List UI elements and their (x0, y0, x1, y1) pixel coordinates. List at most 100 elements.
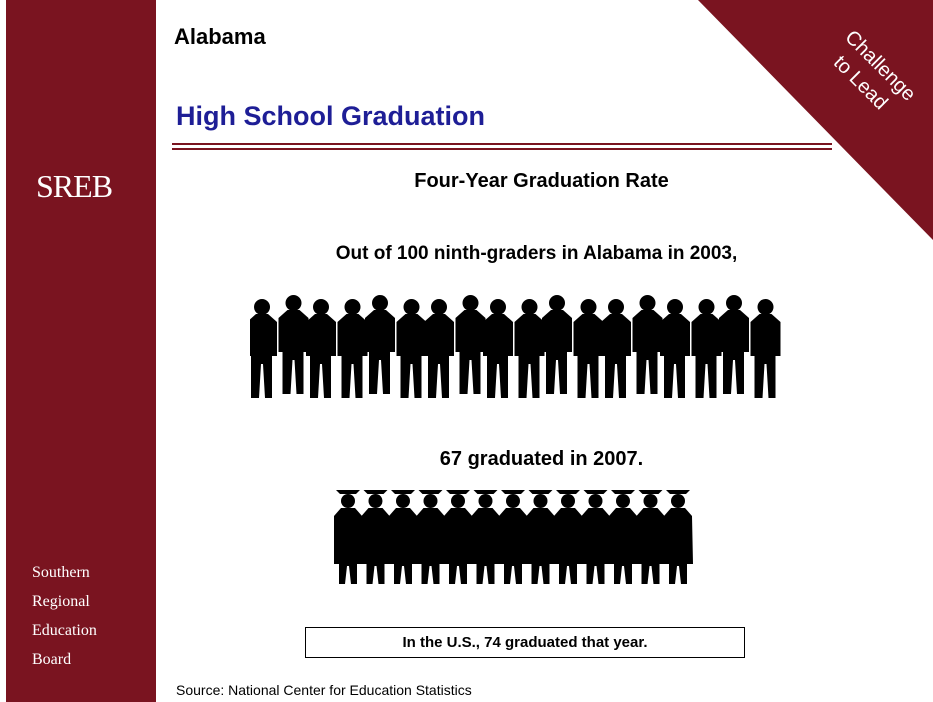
sreb-logo: SREB (36, 168, 113, 204)
student-head (698, 299, 715, 315)
graduate-gown (415, 508, 446, 584)
graduate-head (478, 494, 493, 508)
mortarboard-cap (501, 490, 525, 494)
student-silhouette-icon (424, 299, 454, 398)
graduate-gown (498, 508, 528, 584)
student-silhouette-icon (337, 299, 368, 398)
org-line-2: Regional (32, 593, 90, 610)
student-body (601, 314, 631, 398)
graduate-gown (580, 508, 611, 584)
student-head (285, 295, 302, 311)
graduate-silhouette-icon (388, 490, 418, 584)
page-title: High School Graduation (176, 101, 485, 131)
graduate-gown (334, 508, 363, 584)
student-silhouette-icon (365, 295, 395, 394)
student-head (757, 299, 774, 315)
student-head (431, 299, 447, 315)
student-head (462, 295, 479, 311)
title-rule-top (172, 143, 832, 145)
student-head (372, 295, 388, 311)
student-body (483, 314, 513, 398)
mortarboard-cap (473, 490, 498, 494)
student-head (254, 299, 270, 315)
graduate-silhouette-icon (663, 490, 693, 584)
student-head (667, 299, 683, 315)
graduate-head (533, 494, 548, 508)
student-silhouette-icon (455, 295, 486, 394)
graduate-silhouette-icon (334, 490, 363, 584)
student-head (344, 299, 361, 315)
graduate-silhouette-icon (498, 490, 528, 584)
mortarboard-cap (391, 490, 415, 494)
student-body (573, 314, 604, 398)
student-body (396, 314, 427, 398)
mortarboard-cap (556, 490, 580, 494)
graduate-silhouette-icon (525, 490, 556, 584)
graduate-gown (470, 508, 501, 584)
student-head (608, 299, 624, 315)
student-body (455, 310, 486, 394)
student-silhouette-icon (632, 295, 663, 394)
graduate-gown (443, 508, 473, 584)
graduate-head (423, 494, 438, 508)
student-body (660, 314, 690, 398)
student-body (691, 314, 722, 398)
mortarboard-cap (528, 490, 553, 494)
student-head (549, 295, 565, 311)
mortarboard-cap (611, 490, 635, 494)
mortarboard-cap (666, 490, 690, 494)
mortarboard-cap (336, 490, 360, 494)
mortarboard-cap (583, 490, 608, 494)
student-silhouette-icon (750, 299, 781, 398)
student-silhouette-icon (719, 295, 749, 394)
student-body (632, 310, 663, 394)
student-silhouette-icon (483, 299, 513, 398)
graduate-silhouette-icon (553, 490, 583, 584)
source-note: Source: National Center for Education St… (176, 682, 472, 698)
student-silhouette-icon (601, 299, 631, 398)
chart-title: Four-Year Graduation Rate (414, 170, 669, 192)
banner-triangle (698, 0, 933, 240)
org-line-1: Southern (32, 564, 90, 581)
title-rule-bottom (172, 148, 832, 150)
graduate-head (588, 494, 603, 508)
student-body (514, 314, 545, 398)
org-line-3: Education (32, 622, 97, 639)
graduate-silhouette-icon (360, 490, 391, 584)
student-head (639, 295, 656, 311)
graduate-head (506, 494, 520, 508)
graduate-head (671, 494, 685, 508)
graduate-head (396, 494, 410, 508)
student-body (278, 310, 309, 394)
org-line-4: Board (32, 651, 72, 668)
student-silhouette-icon (250, 299, 277, 398)
state-title: Alabama (174, 24, 266, 49)
graduate-head (616, 494, 630, 508)
sidebar: SREB Southern Regional Education Board (6, 0, 156, 702)
mortarboard-cap (446, 490, 470, 494)
student-head (490, 299, 506, 315)
ninth-graders-figure (250, 295, 781, 398)
graduate-gown (360, 508, 391, 584)
student-head (403, 299, 420, 315)
graduate-head (643, 494, 658, 508)
student-body (365, 310, 395, 394)
graduate-silhouette-icon (580, 490, 611, 584)
mortarboard-cap (638, 490, 663, 494)
graduate-gown (608, 508, 638, 584)
graduate-silhouette-icon (470, 490, 501, 584)
graduate-head (341, 494, 355, 508)
graduate-gown (553, 508, 583, 584)
graduate-silhouette-icon (443, 490, 473, 584)
graduate-head (368, 494, 383, 508)
graduate-gown (663, 508, 693, 584)
challenge-banner: Challenge to Lead (698, 0, 933, 240)
student-body (542, 310, 572, 394)
graduates-figure (334, 490, 693, 584)
graduate-silhouette-icon (415, 490, 446, 584)
mortarboard-cap (363, 490, 388, 494)
student-silhouette-icon (396, 299, 427, 398)
graduate-silhouette-icon (635, 490, 666, 584)
mortarboard-cap (418, 490, 443, 494)
student-head (521, 299, 538, 315)
